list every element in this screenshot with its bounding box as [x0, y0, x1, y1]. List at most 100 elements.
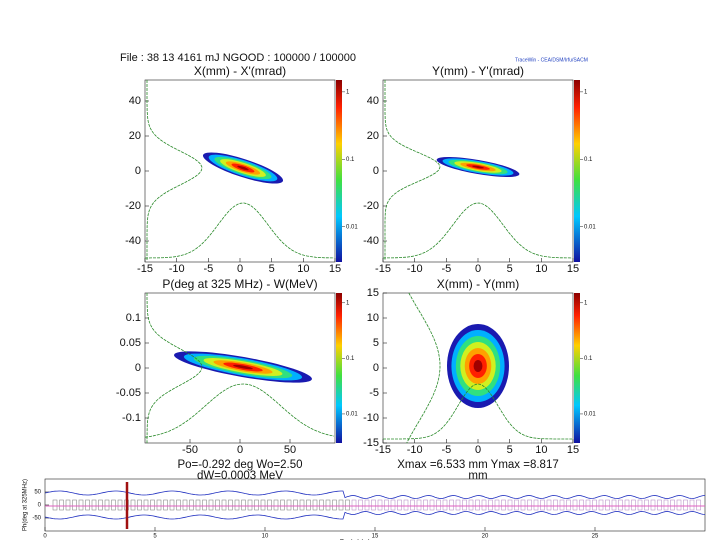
- software-label: TraceWin - CEA/DSM/Irfu/SACM: [515, 57, 588, 63]
- lattice-element: [137, 499, 142, 511]
- lattice-element: [176, 499, 181, 511]
- lattice-element: [624, 499, 630, 511]
- lattice-element: [657, 499, 662, 511]
- x-tick-label: 25: [592, 534, 599, 540]
- lattice-element: [234, 499, 240, 511]
- lattice-element: [130, 499, 136, 511]
- lattice-element: [579, 499, 584, 511]
- colorbar-label: 1: [346, 89, 350, 95]
- x-tick-label: 15: [567, 444, 579, 456]
- y-tick-label: -20: [363, 200, 379, 212]
- y-tick-label: 0: [373, 362, 379, 374]
- x-tick-label: 5: [153, 534, 157, 540]
- lattice-element: [416, 499, 422, 511]
- file-info: File : 38 13 4161 mJ NGOOD : 100000 / 10…: [120, 52, 356, 64]
- x-tick-label: -10: [407, 444, 423, 456]
- x-tick-label: 10: [535, 444, 547, 456]
- y-tick-label: 10: [367, 312, 379, 324]
- plot-title: X(mm) - X'(mrad): [194, 64, 286, 78]
- lattice-element: [592, 499, 597, 511]
- lattice-element: [644, 499, 649, 511]
- x-tick-label: 20: [482, 534, 489, 540]
- projection: [145, 202, 334, 259]
- x-tick-label: 5: [507, 444, 513, 456]
- lattice-element: [163, 499, 168, 511]
- lattice-element: [566, 499, 571, 511]
- projection: [384, 80, 441, 260]
- x-tick-label: 0: [237, 444, 243, 456]
- lattice-element: [540, 499, 545, 511]
- lattice-element: [65, 499, 71, 511]
- x-tick-label: -10: [407, 263, 423, 275]
- y-tick-label: 20: [367, 130, 379, 142]
- y-tick-label: -10: [363, 412, 379, 424]
- lattice-element: [364, 499, 370, 511]
- lattice-element: [72, 499, 77, 511]
- lattice-element: [507, 499, 513, 511]
- y-tick-label: 0: [135, 165, 141, 177]
- lattice-element: [423, 499, 428, 511]
- colorbar-label: 1: [346, 300, 350, 306]
- lattice-element: [429, 499, 435, 511]
- y-tick-label: 0: [38, 503, 42, 509]
- envelope-line: [44, 511, 706, 520]
- lattice-element: [52, 499, 58, 511]
- lattice-element: [572, 499, 578, 511]
- lattice-element: [293, 499, 298, 511]
- y-tick-label: -5: [369, 387, 379, 399]
- lattice-element: [306, 499, 311, 511]
- density-level: [473, 360, 483, 372]
- lattice-element: [273, 499, 279, 511]
- projection: [406, 292, 441, 444]
- density-cloud: [447, 324, 509, 408]
- lattice-element: [611, 499, 617, 511]
- x-tick-label: 0: [43, 534, 47, 540]
- x-tick-label: 5: [507, 263, 513, 275]
- lattice-element: [247, 499, 253, 511]
- x-tick-label: 0: [475, 263, 481, 275]
- lattice-element: [442, 499, 448, 511]
- colorbar-label: 0.1: [584, 157, 593, 163]
- lattice-element: [384, 499, 389, 511]
- colorbar: [574, 80, 580, 262]
- plot-title: P(deg at 325 MHz) - W(MeV): [162, 277, 317, 291]
- y-tick-label: -0.1: [122, 412, 141, 424]
- lattice-element: [390, 499, 396, 511]
- lattice-element: [501, 499, 506, 511]
- x-tick-label: 5: [269, 263, 275, 275]
- lattice-element: [267, 499, 272, 511]
- lattice-element: [358, 499, 363, 511]
- lattice-element: [202, 499, 207, 511]
- y-tick-label: 0: [373, 165, 379, 177]
- lattice-element: [546, 499, 552, 511]
- lattice-element: [286, 499, 292, 511]
- lattice-element: [345, 499, 350, 511]
- y-tick-label: 15: [367, 287, 379, 299]
- lattice-element: [332, 499, 337, 511]
- density-cloud: [174, 351, 312, 383]
- lattice-element: [468, 499, 474, 511]
- density-level: [233, 364, 253, 370]
- lattice-element: [650, 499, 656, 511]
- y-tick-label: 5: [373, 337, 379, 349]
- lattice-element: [351, 499, 357, 511]
- lattice-element: [462, 499, 467, 511]
- y-tick-label: 40: [129, 95, 141, 107]
- lattice-element: [169, 499, 175, 511]
- lattice-element: [299, 499, 305, 511]
- colorbar: [574, 293, 580, 443]
- x-tick-label: 0: [237, 263, 243, 275]
- colorbar-label: 1: [584, 300, 588, 306]
- plot-note: Xmax =6.533 mm Ymax =8.817: [397, 459, 559, 471]
- lattice-element: [559, 499, 565, 511]
- lattice-element: [254, 499, 259, 511]
- lattice-element: [637, 499, 643, 511]
- plot-title: Y(mm) - Y'(mrad): [432, 64, 524, 78]
- colorbar-label: 0.1: [346, 356, 355, 362]
- lattice-element: [228, 499, 233, 511]
- colorbar: [336, 293, 342, 443]
- x-tick-label: 15: [567, 263, 579, 275]
- x-tick-label: -15: [137, 263, 153, 275]
- lattice-element: [98, 499, 103, 511]
